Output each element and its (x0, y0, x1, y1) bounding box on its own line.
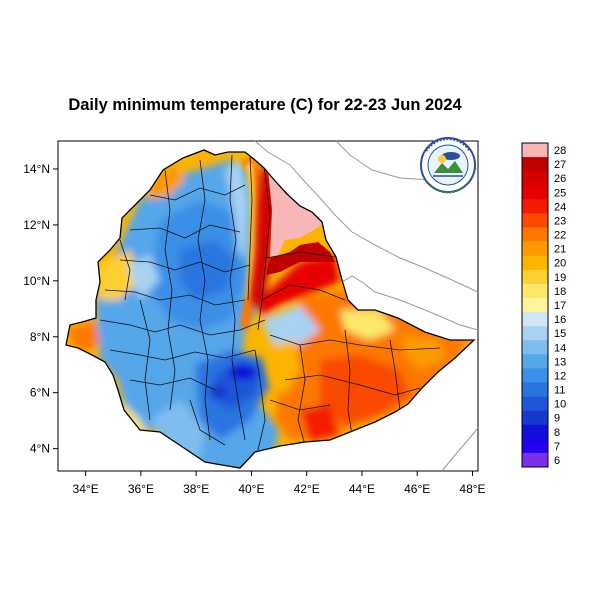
colorbar-swatch (522, 227, 548, 242)
ethiopian-meteorology-institute-logo (420, 137, 476, 194)
colorbar-swatch (522, 213, 548, 228)
colorbar-swatch (522, 269, 548, 285)
colorbar-label: 23 (554, 215, 566, 227)
lon-tick-label: 44°E (349, 482, 375, 496)
colorbar-label: 20 (554, 258, 566, 270)
colorbar-swatch (522, 171, 548, 186)
colorbar-label: 11 (554, 385, 565, 397)
lat-tick-label: 6°N (30, 386, 50, 400)
colorbar-swatch (522, 312, 548, 327)
longitude-axis: 34°E 36°E 38°E 40°E 42°E 44°E 46°E 48°E (73, 471, 486, 496)
lat-tick-label: 14°N (23, 162, 50, 176)
colorbar-label: 12 (554, 370, 566, 382)
colorbar-label: 13 (554, 356, 566, 368)
lat-tick-label: 12°N (23, 218, 50, 232)
colorbar-label: 22 (554, 230, 566, 242)
colorbar-label: 17 (554, 300, 566, 312)
colorbar-label: 25 (554, 187, 566, 199)
lon-tick-label: 34°E (73, 482, 99, 496)
colorbar-swatch (522, 255, 548, 271)
admin-boundaries (99, 154, 441, 451)
latitude-axis: 14°N 12°N 10°N 8°N 6°N 4°N (23, 162, 58, 456)
colorbar-label: 16 (554, 314, 566, 326)
lat-tick-label: 10°N (23, 274, 50, 288)
colorbar-swatch (522, 283, 548, 299)
colorbar-swatch (522, 382, 548, 397)
colorbar-swatch (522, 199, 548, 214)
colorbar-label: 24 (554, 201, 566, 213)
colorbar-swatch (522, 241, 548, 256)
lon-tick-label: 42°E (294, 482, 320, 496)
colorbar-label: 18 (554, 286, 566, 298)
colorbar-label: 8 (554, 427, 560, 439)
colorbar-frame (521, 142, 549, 468)
colorbar-swatch (522, 410, 548, 426)
colorbar-swatch (522, 143, 548, 158)
colorbar-label: 14 (554, 342, 566, 354)
colorbar-swatch (522, 354, 548, 369)
colorbar-label: 21 (554, 244, 566, 256)
colorbar-label: 10 (554, 399, 566, 411)
colorbar-label: 7 (554, 441, 560, 453)
lon-tick-label: 36°E (128, 482, 154, 496)
colorbar-swatch (522, 424, 548, 440)
colorbar-swatch (522, 297, 548, 313)
colorbar-swatch (522, 396, 548, 411)
colorbar-label: 26 (554, 173, 566, 185)
colorbar-swatch (522, 452, 548, 468)
lon-tick-label: 46°E (404, 482, 430, 496)
colorbar-label: 19 (554, 272, 566, 284)
colorbar-label: 27 (554, 159, 566, 171)
lat-tick-label: 8°N (30, 330, 50, 344)
colorbar-label: 9 (554, 413, 560, 425)
colorbar-swatch (522, 326, 548, 341)
lon-tick-label: 38°E (183, 482, 209, 496)
colorbar: 28 27 26 25 24 23 22 21 20 19 18 17 16 15 14 13 12 11 10 9 8… (521, 142, 566, 468)
colorbar-swatch (522, 340, 548, 355)
colorbar-swatch (522, 157, 548, 172)
colorbar-swatch (522, 368, 548, 383)
lon-tick-label: 40°E (238, 482, 264, 496)
lat-tick-label: 4°N (30, 442, 50, 456)
colorbar-label: 6 (554, 455, 560, 467)
colorbar-swatch (522, 185, 548, 200)
colorbar-swatch (522, 438, 548, 454)
lon-tick-label: 48°E (459, 482, 485, 496)
map-title: Daily minimum temperature (C) for 22-23 … (68, 96, 462, 114)
colorbar-label: 28 (554, 145, 566, 157)
colorbar-label: 15 (554, 328, 566, 340)
